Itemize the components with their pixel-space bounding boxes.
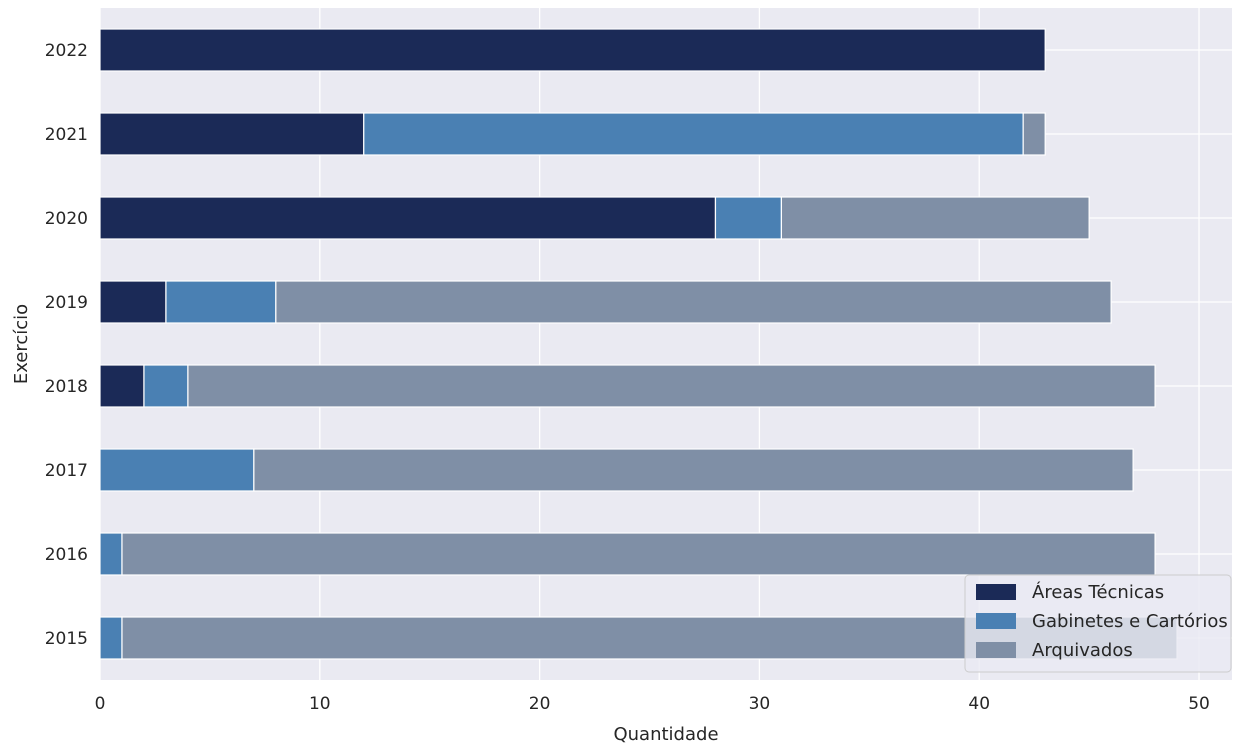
- legend-label-areas-tecnicas: Áreas Técnicas: [1032, 581, 1164, 603]
- legend-box: [964, 574, 1232, 673]
- bar-segment: [99, 616, 123, 660]
- y-axis-label: Exercício: [11, 304, 32, 384]
- x-axis-label: Quantidade: [613, 724, 718, 745]
- legend-swatch-gabinetes: [976, 613, 1016, 629]
- y-tick-label: 2015: [45, 629, 88, 649]
- bar-segment: [780, 196, 1090, 240]
- x-tick-label: 30: [749, 694, 771, 714]
- y-tick-label: 2022: [45, 41, 88, 61]
- bar-segment: [121, 532, 1156, 576]
- x-tick-label: 40: [968, 694, 990, 714]
- bar-segment: [99, 28, 1046, 72]
- legend-swatch-areas-tecnicas: [976, 584, 1016, 600]
- x-tick-label: 10: [309, 694, 331, 714]
- legend-label-gabinetes: Gabinetes e Cartórios: [1032, 611, 1228, 632]
- y-tick-label: 2017: [45, 461, 88, 481]
- bar-segment: [363, 112, 1024, 156]
- bar-segment: [99, 196, 717, 240]
- bar-segment: [714, 196, 782, 240]
- bar-segment: [99, 532, 123, 576]
- legend-label-arquivados: Arquivados: [1032, 640, 1133, 661]
- y-tick-label: 2021: [45, 125, 88, 145]
- y-tick-label: 2019: [45, 293, 88, 313]
- bar-segment: [1022, 112, 1046, 156]
- x-tick-label: 50: [1188, 694, 1210, 714]
- y-tick-label: 2018: [45, 377, 88, 397]
- bar-segment: [253, 448, 1134, 492]
- x-tick-label: 20: [529, 694, 551, 714]
- bar-segment: [99, 448, 255, 492]
- bar-segment: [99, 364, 145, 408]
- bar-segment: [187, 364, 1156, 408]
- bar-segment: [275, 280, 1112, 324]
- legend-swatch-arquivados: [976, 642, 1016, 658]
- y-tick-label: 2016: [45, 545, 88, 565]
- bar-segment: [143, 364, 189, 408]
- x-tick-labels: 0 10 20 30 40 50: [95, 694, 1210, 714]
- x-tick-label: 0: [95, 694, 106, 714]
- y-tick-label: 2020: [45, 209, 88, 229]
- bar-segment: [99, 280, 167, 324]
- bar-segment: [99, 112, 365, 156]
- y-tick-labels: 2015 2016 2017 2018 2019 2020 2021 2022: [45, 41, 88, 649]
- bar-segment: [165, 280, 277, 324]
- legend: Áreas Técnicas Gabinetes e Cartórios Arq…: [964, 574, 1232, 673]
